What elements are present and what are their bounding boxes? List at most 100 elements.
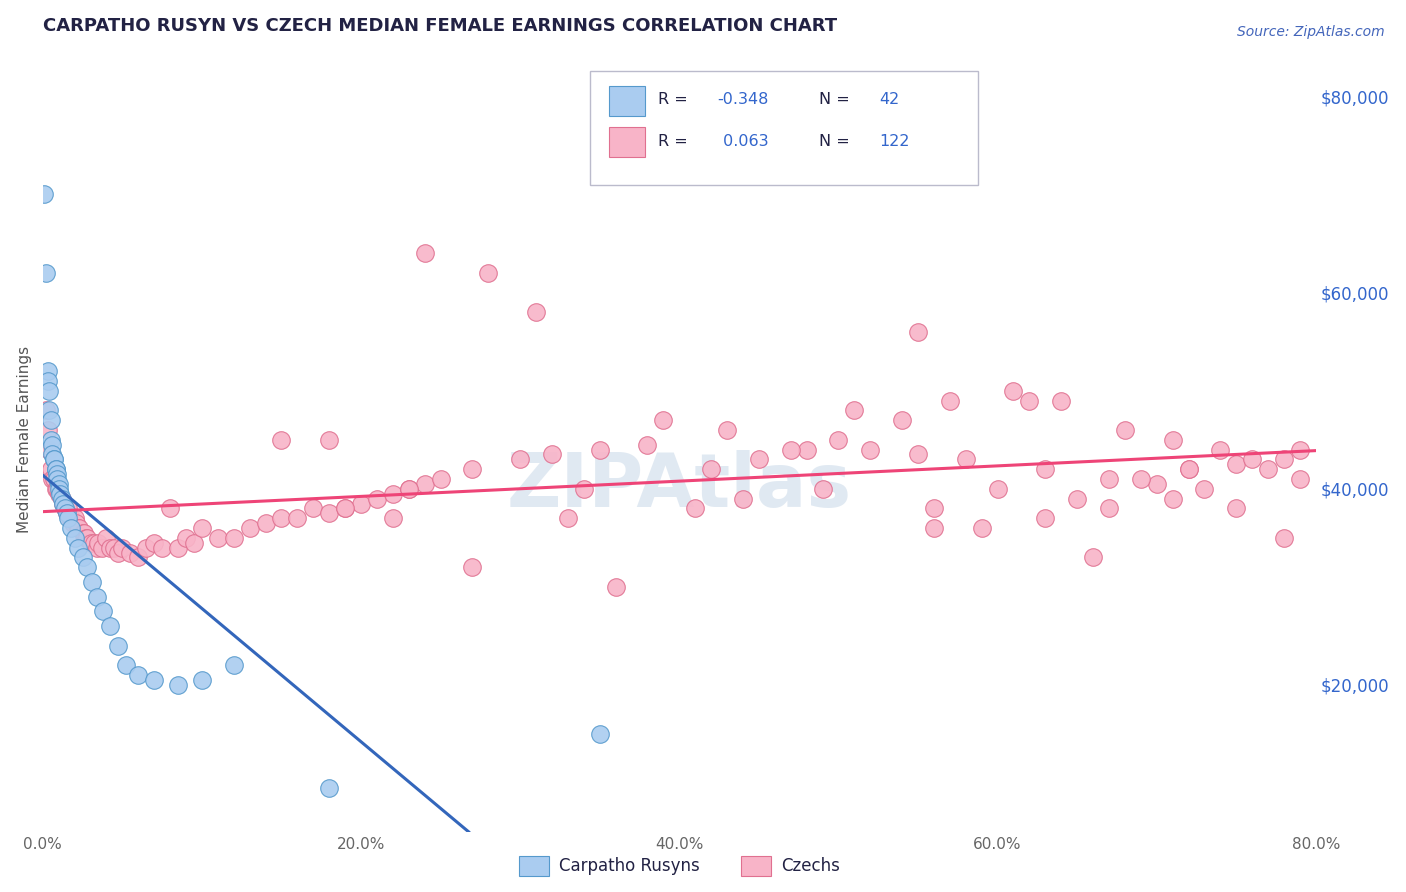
Point bbox=[51, 491, 73, 506]
Point bbox=[922, 521, 945, 535]
Point bbox=[1018, 393, 1040, 408]
Point bbox=[748, 452, 770, 467]
Point bbox=[42, 452, 65, 467]
Point bbox=[38, 384, 60, 398]
Point bbox=[55, 506, 77, 520]
Point bbox=[66, 541, 89, 555]
Point bbox=[65, 516, 87, 530]
Point bbox=[44, 462, 66, 476]
Point bbox=[907, 325, 929, 339]
Point bbox=[96, 531, 118, 545]
FancyBboxPatch shape bbox=[591, 70, 979, 185]
Point bbox=[159, 501, 181, 516]
Bar bbox=[609, 86, 645, 116]
Point bbox=[1241, 452, 1264, 467]
Point bbox=[1289, 442, 1312, 457]
Point bbox=[366, 491, 388, 506]
Point bbox=[55, 506, 77, 520]
Point bbox=[1114, 423, 1136, 437]
Point bbox=[398, 482, 420, 496]
Point bbox=[333, 501, 356, 516]
Point bbox=[381, 486, 404, 500]
Point bbox=[37, 374, 59, 388]
Point bbox=[1257, 462, 1279, 476]
Point bbox=[381, 511, 404, 525]
Point bbox=[557, 511, 579, 525]
Point bbox=[254, 516, 277, 530]
Point bbox=[589, 442, 612, 457]
Legend: Carpatho Rusyns, Czechs: Carpatho Rusyns, Czechs bbox=[512, 849, 846, 883]
Text: N =: N = bbox=[820, 134, 855, 149]
Point bbox=[52, 496, 75, 510]
Bar bbox=[609, 128, 645, 157]
Point bbox=[859, 442, 882, 457]
Point bbox=[413, 476, 436, 491]
Point bbox=[461, 462, 484, 476]
Point bbox=[37, 423, 59, 437]
Point bbox=[1225, 457, 1247, 471]
Point bbox=[63, 531, 86, 545]
Point bbox=[60, 521, 83, 535]
Point bbox=[318, 433, 340, 447]
Point bbox=[1194, 482, 1216, 496]
Text: R =: R = bbox=[658, 92, 693, 107]
Point bbox=[51, 491, 73, 506]
Point bbox=[350, 496, 373, 510]
Point bbox=[333, 501, 356, 516]
Point bbox=[53, 501, 76, 516]
Point bbox=[98, 541, 121, 555]
Point bbox=[52, 496, 75, 510]
Point bbox=[72, 525, 94, 540]
Point bbox=[302, 501, 325, 516]
Point bbox=[82, 574, 104, 589]
Point bbox=[127, 668, 149, 682]
Point bbox=[143, 535, 166, 549]
Point bbox=[42, 472, 65, 486]
Point bbox=[461, 560, 484, 574]
Point bbox=[207, 531, 229, 545]
Point bbox=[67, 521, 90, 535]
Point bbox=[48, 476, 70, 491]
Point bbox=[53, 501, 76, 516]
Point bbox=[652, 413, 675, 427]
Point bbox=[1050, 393, 1073, 408]
Point bbox=[42, 452, 65, 467]
Y-axis label: Median Female Earnings: Median Female Earnings bbox=[17, 346, 32, 533]
Point bbox=[174, 531, 197, 545]
Point bbox=[127, 550, 149, 565]
Point bbox=[477, 266, 499, 280]
Point bbox=[796, 442, 818, 457]
Point bbox=[1209, 442, 1232, 457]
Point bbox=[39, 433, 62, 447]
Point bbox=[107, 639, 129, 653]
Point bbox=[398, 482, 420, 496]
Point bbox=[1225, 501, 1247, 516]
Point bbox=[58, 511, 80, 525]
Point bbox=[66, 521, 89, 535]
Point bbox=[59, 511, 82, 525]
Point bbox=[83, 535, 105, 549]
Point bbox=[1161, 433, 1184, 447]
Point bbox=[76, 531, 98, 545]
Point bbox=[779, 442, 801, 457]
Point bbox=[429, 472, 451, 486]
Point bbox=[270, 511, 292, 525]
Text: ZIPAtlas: ZIPAtlas bbox=[506, 450, 852, 524]
Point bbox=[103, 541, 125, 555]
Point bbox=[970, 521, 993, 535]
Point bbox=[41, 447, 63, 461]
Point bbox=[239, 521, 262, 535]
Point bbox=[191, 521, 214, 535]
Point bbox=[63, 511, 86, 525]
Point bbox=[39, 462, 62, 476]
Point bbox=[35, 403, 58, 417]
Point bbox=[1098, 501, 1121, 516]
Point bbox=[1033, 511, 1056, 525]
Point bbox=[605, 580, 627, 594]
Point bbox=[637, 437, 659, 451]
Point bbox=[39, 413, 62, 427]
Point bbox=[1129, 472, 1152, 486]
Point bbox=[827, 433, 849, 447]
Point bbox=[907, 447, 929, 461]
Text: R =: R = bbox=[658, 134, 693, 149]
